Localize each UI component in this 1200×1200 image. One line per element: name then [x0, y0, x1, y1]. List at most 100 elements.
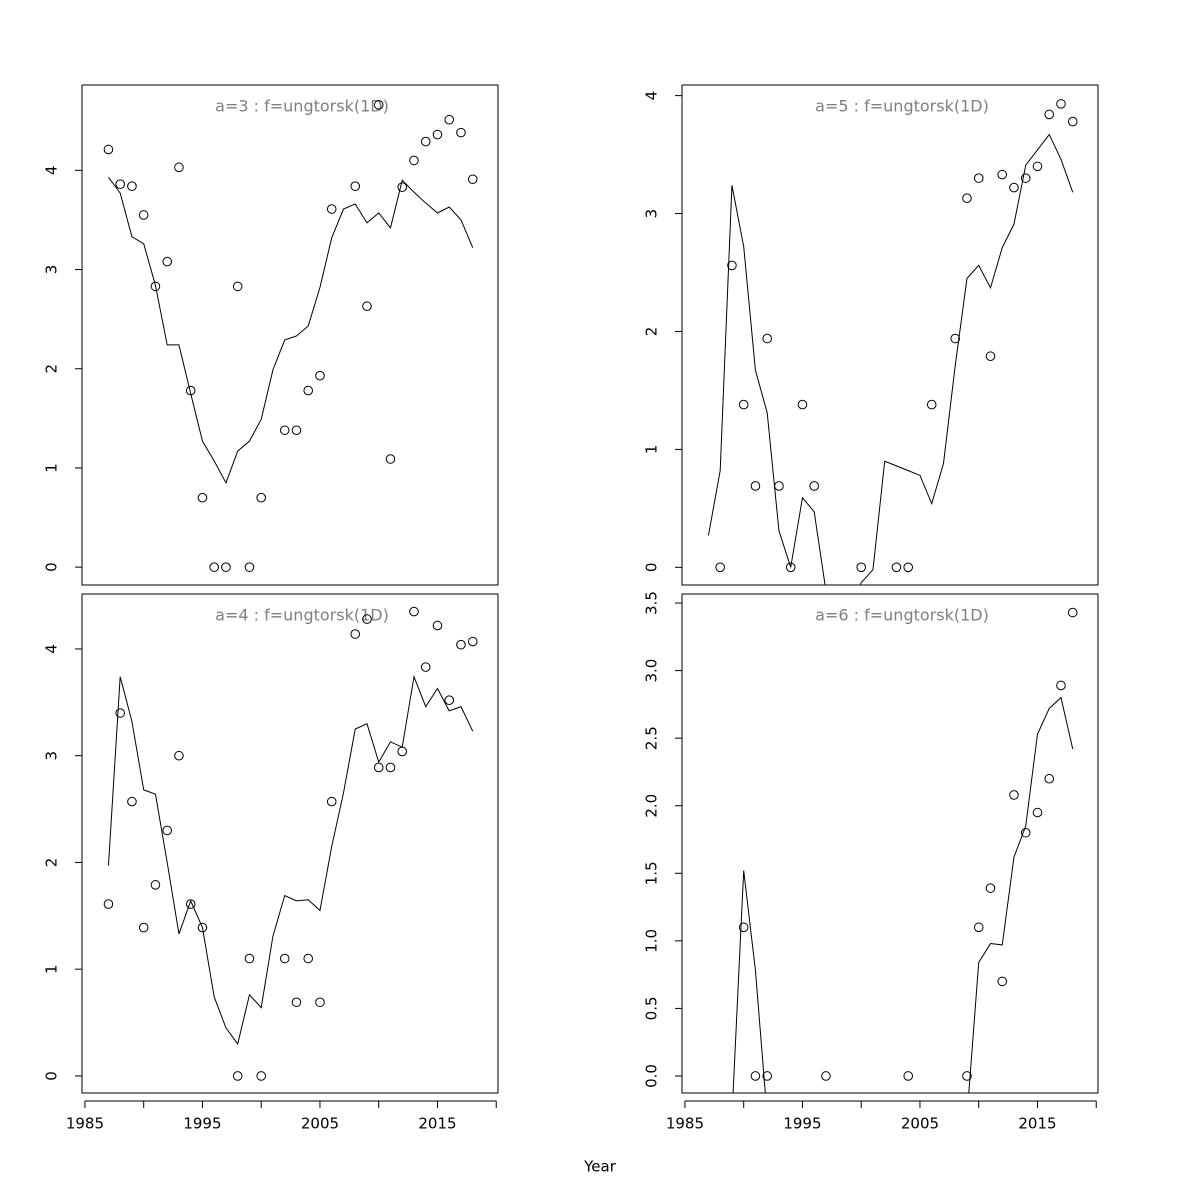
y-tick-label: 1.5 [643, 861, 661, 885]
data-point [103, 144, 114, 155]
y-tick-label: 2 [43, 364, 61, 374]
y-tick-label: 1 [643, 445, 661, 455]
data-point [291, 425, 302, 436]
data-point [385, 762, 396, 773]
data-point [903, 1071, 914, 1081]
y-tick-label: 1 [43, 463, 61, 473]
data-point [1067, 116, 1078, 127]
data-point [291, 997, 302, 1008]
data-point [1056, 680, 1066, 691]
data-point [985, 883, 996, 893]
data-point [1009, 790, 1019, 800]
panel: a=4 : f=ungtorsk(1D) 0 1 2 3 4 1985 1995 2005 201… [43, 593, 499, 1133]
data-point [127, 796, 137, 807]
x-tick-label: 1995 [783, 1115, 821, 1133]
data-point [385, 454, 396, 464]
data-point [750, 1071, 761, 1081]
data-point [1020, 827, 1031, 838]
data-point [232, 1071, 243, 1081]
data-point [279, 953, 290, 964]
data-point [150, 281, 161, 292]
y-tick-label: 2 [43, 858, 61, 868]
data-point [456, 639, 466, 650]
data-point [326, 796, 337, 807]
data-point [856, 562, 867, 573]
data-point [103, 899, 114, 909]
data-point [150, 880, 161, 890]
data-point [279, 425, 290, 436]
y-tick-label: 0 [43, 562, 61, 572]
data-point [762, 1071, 772, 1081]
data-point [926, 399, 937, 410]
y-tick-label: 3.5 [643, 591, 661, 615]
data-point [138, 210, 149, 220]
data-point [1032, 807, 1043, 818]
data-point [397, 746, 408, 757]
y-tick-label: 4 [43, 644, 61, 654]
y-tick-label: 3.0 [643, 659, 661, 683]
data-point [727, 260, 737, 271]
data-point [973, 173, 984, 183]
data-point [1020, 173, 1031, 183]
plot-frame [681, 84, 1099, 586]
y-tick-label: 3 [643, 209, 661, 219]
y-tick-label: 2.0 [643, 794, 661, 818]
data-point [197, 922, 208, 933]
data-point [362, 301, 372, 312]
x-tick-label: 2015 [1018, 1115, 1056, 1133]
data-point [456, 127, 466, 138]
data-point [373, 100, 384, 110]
panel-title: a=4 : f=ungtorsk(1D) [215, 606, 389, 625]
data-point [1032, 161, 1043, 172]
data-point [715, 562, 725, 573]
y-tick-label: 0.5 [643, 996, 661, 1020]
data-point [197, 492, 208, 503]
data-point [127, 181, 137, 191]
y-tick-label: 0 [643, 563, 661, 573]
data-point [115, 179, 125, 190]
panel: a=5 : f=ungtorsk(1D) 0 1 2 3 4 [643, 84, 1099, 586]
data-point [221, 562, 231, 572]
fitted-line [707, 133, 1074, 585]
data-point [950, 333, 961, 344]
data-point [444, 114, 455, 125]
fitted-line [732, 870, 766, 1093]
data-point [1056, 99, 1066, 109]
data-point [303, 953, 314, 964]
fitted-line [968, 696, 1074, 1093]
plot-frame [681, 593, 1099, 1094]
data-point [362, 614, 372, 624]
data-point [174, 162, 184, 173]
data-point [785, 562, 796, 573]
data-point [350, 629, 361, 639]
data-point [1009, 182, 1019, 193]
data-point [467, 636, 478, 647]
data-point [303, 385, 314, 396]
data-point [244, 953, 255, 964]
data-point [997, 169, 1008, 180]
data-point [444, 695, 455, 706]
data-point [244, 562, 255, 572]
plot-frame [81, 593, 499, 1094]
data-point [738, 922, 749, 933]
data-point [467, 174, 478, 185]
data-point [315, 370, 325, 381]
data-point [232, 281, 243, 292]
data-point [774, 481, 784, 491]
data-point [809, 481, 820, 491]
data-point [397, 182, 408, 192]
data-point [256, 1071, 267, 1081]
data-point [162, 256, 172, 267]
data-point [750, 481, 761, 491]
panel-title: a=3 : f=ungtorsk(1D) [215, 97, 389, 116]
data-point [162, 825, 172, 836]
data-point [738, 399, 749, 410]
data-point [903, 562, 914, 573]
x-tick-label: 2005 [901, 1115, 939, 1133]
data-point [420, 662, 431, 672]
data-point [315, 997, 325, 1008]
panel: a=6 : f=ungtorsk(1D) 0.0 0.5 1.0 1.5 2.0 2.5 3.… [643, 591, 1099, 1133]
data-point [432, 620, 443, 631]
data-point [762, 333, 772, 344]
data-point [962, 193, 972, 204]
